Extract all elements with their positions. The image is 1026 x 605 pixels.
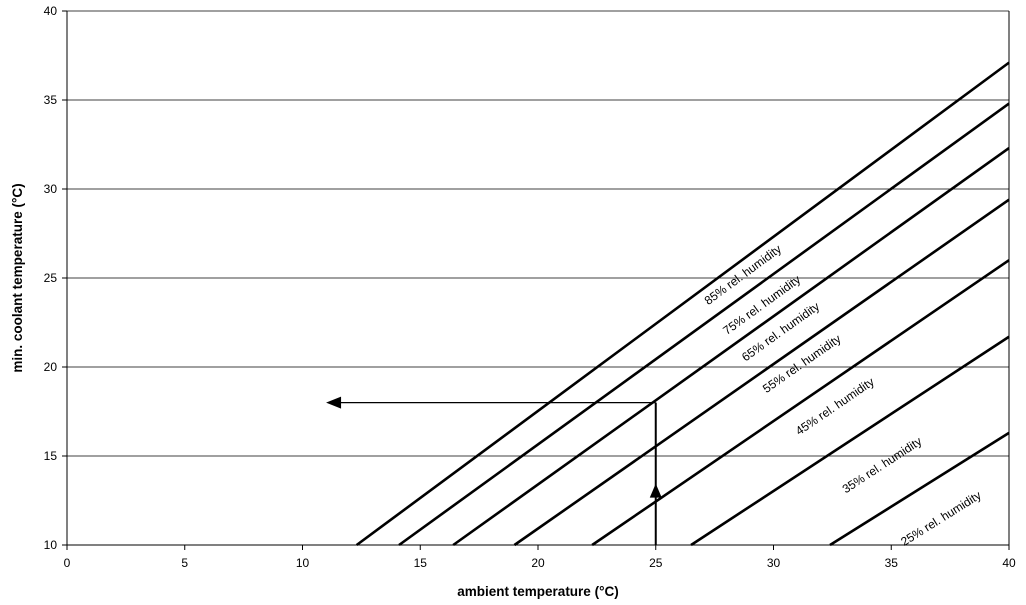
curve-25-rel-humidity — [829, 431, 1010, 547]
axes: 10 15 20 25 30 35 40 0 5 10 15 20 25 30 35 40 — [44, 4, 1016, 570]
y-tick-label-40: 40 — [44, 4, 58, 18]
annotation-up-arrow — [649, 483, 662, 498]
annotation-left-arrow — [326, 396, 342, 409]
curve-label-45-rel-humidity: 45% rel. humidity — [793, 375, 877, 438]
x-tick-label-30: 30 — [767, 556, 781, 570]
y-tick-label-20: 20 — [44, 360, 58, 374]
x-tick-label-0: 0 — [64, 556, 71, 570]
x-axis-title: ambient temperature (°C) — [457, 584, 618, 599]
curve-label-35-rel-humidity: 35% rel. humidity — [840, 434, 925, 496]
curve-65-rel-humidity — [452, 147, 1010, 547]
y-tick-label-30: 30 — [44, 182, 58, 196]
x-tick-label-40: 40 — [1002, 556, 1016, 570]
x-tick-label-20: 20 — [531, 556, 545, 570]
curve-35-rel-humidity — [690, 335, 1010, 547]
humidity-curves — [355, 61, 1010, 547]
y-axis-title: min. coolant temperature (°C) — [10, 183, 25, 372]
x-tick-label-35: 35 — [885, 556, 899, 570]
curve-55-rel-humidity — [513, 198, 1010, 547]
curve-75-rel-humidity — [398, 102, 1010, 547]
y-tick-label-10: 10 — [44, 538, 58, 552]
gridlines — [67, 10, 1009, 457]
y-tick-label-25: 25 — [44, 271, 58, 285]
x-tick-label-5: 5 — [181, 556, 188, 570]
reading-example — [326, 396, 662, 545]
curve-label-25-rel-humidity: 25% rel. humidity — [898, 488, 983, 549]
curve-85-rel-humidity — [355, 61, 1010, 547]
y-tick-label-15: 15 — [44, 449, 58, 463]
x-tick-label-25: 25 — [649, 556, 663, 570]
x-tick-label-15: 15 — [414, 556, 428, 570]
x-tick-label-10: 10 — [296, 556, 310, 570]
y-tick-label-35: 35 — [44, 93, 58, 107]
